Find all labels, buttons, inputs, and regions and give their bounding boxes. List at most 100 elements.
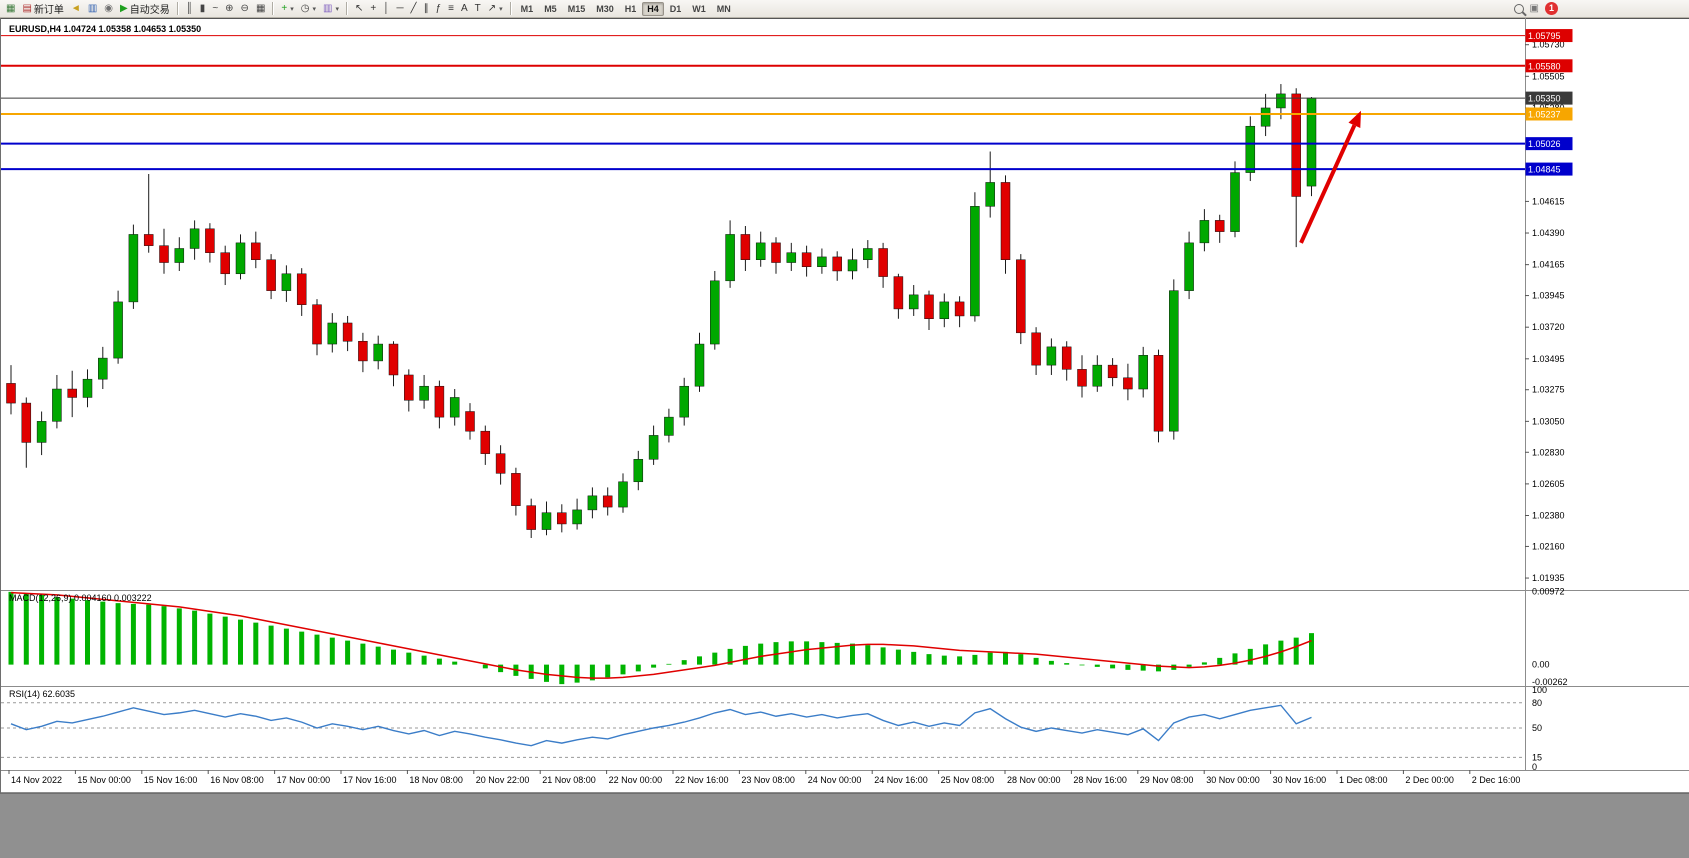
autotrading-button[interactable]: ▶ 自动交易 [117,0,173,17]
timeframe-m30-button[interactable]: M30 [596,3,614,14]
price-axis-label: 1.01935 [1532,573,1565,583]
fibonacci-icon: ƒ [435,2,442,14]
candle-body [1199,220,1210,244]
tile-windows-button[interactable]: ▦ [253,0,268,17]
trend-arrow[interactable] [1299,124,1357,244]
price-axis-label: 1.02830 [1532,447,1565,457]
favorites-icon[interactable]: ▣ [1529,3,1539,14]
candle-body [664,416,674,436]
candle-body [710,280,720,345]
time-axis-label: 2 Dec 16:00 [1472,775,1521,785]
announcements-button[interactable]: ◄ [68,0,84,17]
candle-body [67,388,77,398]
trendline-button[interactable]: ╱ [408,0,420,17]
arrows-tool-button[interactable]: ↗ ▾ [485,0,506,17]
chart-window[interactable]: 1.057301.055051.052801.046151.043901.041… [0,18,1689,793]
text-button[interactable]: A [458,0,471,17]
candle-body [281,273,292,291]
price-chart[interactable]: 1.057301.055051.052801.046151.043901.041… [1,18,1689,793]
candle-body [480,430,491,454]
toolbar-separator [345,2,348,15]
horizontal-line-icon: ─ [396,2,404,14]
candle-body [694,343,705,387]
timeframe-d1-button[interactable]: D1 [669,3,682,14]
line-chart-type-button[interactable]: ~ [209,0,221,17]
time-axis-label: 22 Nov 16:00 [675,775,729,785]
text-label-button[interactable]: T [472,0,484,17]
periods-dropdown-arrow[interactable]: ▾ [312,5,316,13]
horizontal-line-button[interactable]: ─ [393,0,406,17]
cursor-button[interactable]: ↖ [352,0,366,17]
time-axis-label: 25 Nov 08:00 [941,775,995,785]
crosshair-button[interactable]: + [367,0,379,17]
indicators-button[interactable]: + ▾ [278,0,296,17]
rsi-axis-label: 80 [1532,698,1542,708]
price-badge-1.04845 [1525,162,1573,176]
templates-dropdown-arrow[interactable]: ▾ [335,5,339,13]
price-axis-label: 1.03720 [1532,322,1565,332]
autotrading-icon: ▶ [120,2,128,14]
indicators-icon: + [281,2,288,14]
time-axis-label: 24 Nov 00:00 [808,775,862,785]
price-axis-label: 1.02605 [1532,479,1565,489]
candle-chart-type-button[interactable]: ▮ [197,0,209,17]
bar-chart-type-button[interactable]: ║ [183,0,196,17]
trend-arrow-head[interactable] [1348,110,1361,129]
macd-indicator-label: MACD(12,26,9) 0.004160 0.003222 [9,593,152,603]
candle-body [633,459,644,483]
periods-button[interactable]: ◷ ▾ [298,0,319,17]
timeframe-m15-button[interactable]: M15 [567,3,586,14]
candle-body [939,301,950,320]
search-icon[interactable] [1513,3,1524,14]
timeframe-m1-button[interactable]: M1 [520,3,534,14]
candle-body [602,495,613,508]
candle-body [755,242,766,260]
candle-body [342,322,353,342]
print-button[interactable]: ▥ [85,0,100,17]
price-axis-label: 1.03945 [1532,291,1565,301]
time-axis-label: 15 Nov 16:00 [144,775,198,785]
candle-body [434,385,445,418]
fibonacci-button[interactable]: ƒ [433,0,445,17]
new-chart-button[interactable]: ▦ [3,0,18,17]
time-axis-label: 29 Nov 08:00 [1140,775,1194,785]
candle-body [1000,182,1011,260]
equidistant-channel-button[interactable]: ∥ [421,0,432,17]
price-badge-1.05350 [1525,91,1573,105]
new-order-button[interactable]: ▤ 新订单 [19,0,66,17]
candle-body [143,234,154,246]
price-axis-label: 1.03275 [1532,385,1565,395]
timeframe-mn-button[interactable]: MN [716,3,731,14]
price-axis-label: 1.05730 [1532,40,1565,50]
rsi-line [10,704,1312,747]
time-axis-label: 15 Nov 00:00 [77,775,131,785]
indicators-dropdown-arrow[interactable]: ▾ [290,5,294,13]
candle-body [679,385,689,418]
timeframe-h4-button[interactable]: H4 [642,1,664,16]
price-badge-label: 1.04845 [1528,165,1561,175]
candle-body [52,388,62,422]
zoom-out-icon: ⊖ [240,2,249,14]
candle-body [970,206,980,317]
refresh-button[interactable]: ◉ [101,0,116,17]
candle-body [1077,369,1087,387]
zoom-out-button[interactable]: ⊖ [238,0,252,17]
time-axis-label: 21 Nov 08:00 [542,775,596,785]
candle-body [465,411,475,432]
candle-body [954,301,965,317]
arrows-tool-dropdown-arrow[interactable]: ▾ [499,5,503,13]
candle-body [1245,125,1256,173]
timeframe-w1-button[interactable]: W1 [692,3,706,14]
time-axis-label: 14 Nov 2022 [11,775,62,785]
vertical-line-button[interactable]: │ [380,0,392,17]
candle-body [113,301,123,359]
notification-badge[interactable]: 1 [1545,2,1558,15]
candle-body [1230,172,1240,232]
zoom-in-button[interactable]: ⊕ [222,0,236,17]
price-badge-label: 1.05237 [1528,109,1561,119]
grid-button[interactable]: ≡ [445,0,457,17]
templates-button[interactable]: ▥ ▾ [320,0,342,17]
timeframe-h1-button[interactable]: H1 [624,3,637,14]
candle-body [373,343,383,362]
timeframe-m5-button[interactable]: M5 [544,3,557,14]
